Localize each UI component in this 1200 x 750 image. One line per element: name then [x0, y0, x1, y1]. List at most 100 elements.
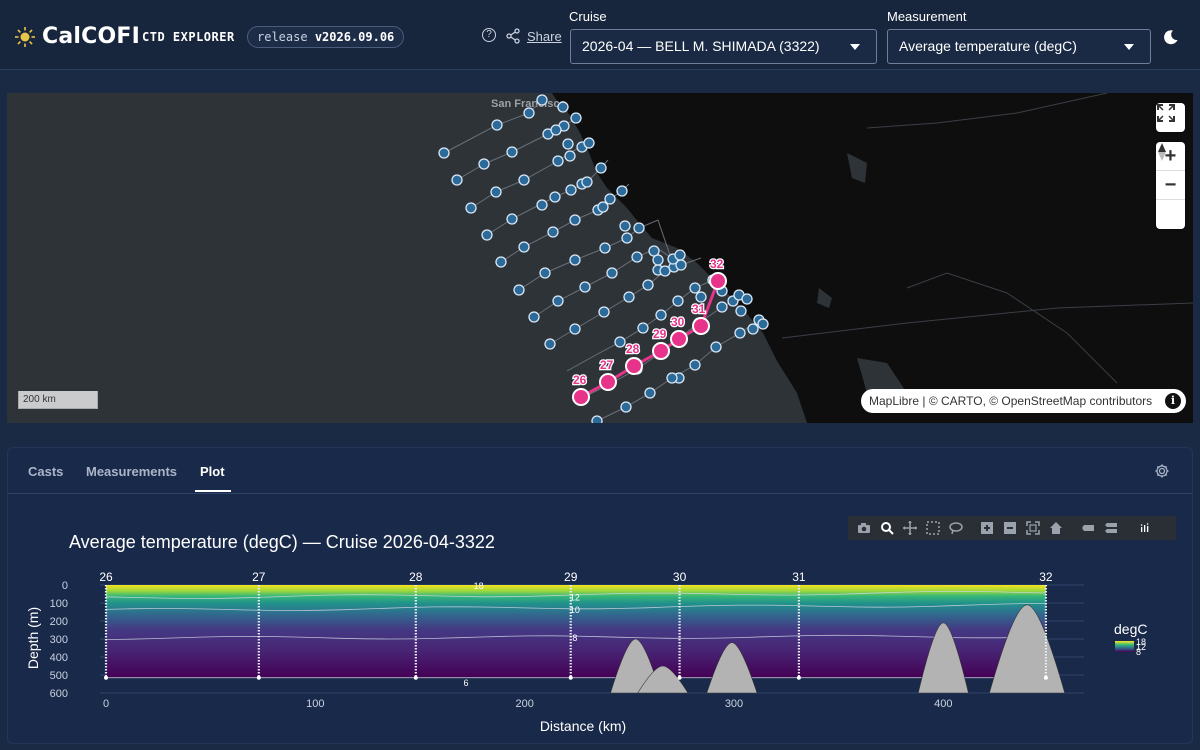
- cast-bottom-marker: [568, 675, 573, 680]
- tab-measurements[interactable]: Measurements: [86, 464, 178, 479]
- seafloor-peak: [637, 665, 689, 694]
- temperature-contours: [105, 590, 1046, 679]
- bathymetry: [610, 604, 1066, 694]
- cruise-label: Cruise: [569, 9, 607, 24]
- state-border: [781, 302, 1193, 339]
- release-badge: release v2026.09.06: [247, 26, 405, 48]
- station-label: 31: [692, 302, 706, 316]
- station-label: 29: [564, 570, 578, 584]
- map-attribution: MapLibre | © CARTO, © OpenStreetMap cont…: [861, 389, 1186, 413]
- gulf-shape: [847, 153, 867, 183]
- fullscreen-icon[interactable]: [1156, 103, 1185, 132]
- maplibre-link[interactable]: MapLibre: [869, 394, 920, 408]
- zoom-out-icon[interactable]: −: [1156, 171, 1185, 200]
- land-area: [552, 93, 1193, 423]
- seafloor-peak: [706, 642, 758, 694]
- section-plot[interactable]: 0 100 200 300 400 0 100 200 300 400 500 600 26 27 28…: [8, 558, 1192, 743]
- colorbar-ticks: 18 12 8: [1136, 637, 1146, 657]
- x-tick-label: 100: [306, 698, 324, 710]
- info-icon[interactable]: i: [1165, 393, 1181, 409]
- colorbar: [1115, 641, 1134, 652]
- osm-link[interactable]: OpenStreetMap: [1001, 394, 1087, 408]
- measurement-select-value: Average temperature (degC): [899, 38, 1077, 54]
- contour-line: [105, 603, 1046, 611]
- contour-labels: 6 8 10 12 18: [464, 581, 580, 688]
- lake-shape: [817, 288, 832, 308]
- plotly-logo-icon[interactable]: [1137, 520, 1153, 536]
- tab-casts[interactable]: Casts: [28, 464, 64, 479]
- zoom-out-plot-icon[interactable]: [1002, 520, 1018, 536]
- autoscale-icon[interactable]: [1025, 520, 1041, 536]
- active-tab-indicator: [195, 490, 231, 492]
- carto-link[interactable]: CARTO: [941, 394, 983, 408]
- temperature-field[interactable]: [106, 585, 1046, 678]
- home-icon[interactable]: [1048, 520, 1064, 536]
- station-label: 32: [710, 257, 724, 271]
- y-tick-label: 0: [62, 580, 68, 592]
- box-select-icon[interactable]: [925, 520, 941, 536]
- chevron-down-icon: [850, 44, 860, 50]
- contour-label: 8: [572, 633, 577, 643]
- attrib-contributors: contributors: [1086, 394, 1153, 408]
- hover-closest-icon[interactable]: [1081, 520, 1097, 536]
- dark-mode-moon-icon[interactable]: [1163, 29, 1179, 45]
- cruise-select[interactable]: 2026-04 — BELL M. SHIMADA (3322): [570, 29, 877, 64]
- track-station-labels: 26 27 28 29 30 31 32: [572, 256, 725, 389]
- station-label: 27: [600, 358, 614, 372]
- contour-line: [105, 590, 1046, 599]
- plot-modebar: [848, 516, 1176, 540]
- contour-label: 10: [570, 605, 580, 615]
- zoom-in-icon[interactable]: +: [1156, 142, 1185, 171]
- seafloor-peak: [988, 604, 1066, 694]
- state-border: [906, 272, 1118, 384]
- station-label: 27: [252, 570, 266, 584]
- measurement-select[interactable]: Average temperature (degC): [887, 29, 1151, 64]
- station-label: 28: [626, 342, 640, 356]
- tab-plot[interactable]: Plot: [200, 464, 225, 479]
- lasso-select-icon[interactable]: [948, 520, 964, 536]
- gear-icon[interactable]: [1154, 463, 1170, 479]
- x-tick-label: 200: [515, 698, 533, 710]
- station-label: 26: [573, 373, 587, 387]
- fullscreen-control[interactable]: [1156, 103, 1185, 132]
- map-canvas[interactable]: San Francisco: [7, 93, 1193, 423]
- x-axis-ticks: 0 100 200 300 400: [103, 698, 953, 710]
- y-axis-label: Depth (m): [25, 607, 41, 669]
- contour-label: 12: [570, 593, 580, 603]
- app-subtitle: CTD EXPLORER: [142, 30, 235, 44]
- cast-bottom-marker: [1043, 675, 1048, 680]
- city-label: San Francisco: [491, 98, 566, 110]
- y-tick-label: 100: [50, 598, 68, 610]
- station-label: 29: [653, 327, 667, 341]
- question-circle-icon[interactable]: ?: [482, 28, 496, 42]
- y-tick-label: 600: [50, 688, 68, 700]
- colorbar-title: degC: [1114, 621, 1147, 637]
- cast-bottom-marker: [413, 675, 418, 680]
- station-label: 28: [409, 570, 423, 584]
- x-tick-label: 400: [934, 698, 952, 710]
- share-icon[interactable]: [505, 28, 521, 44]
- zoom-icon[interactable]: [879, 520, 895, 536]
- contour-label: 6: [464, 678, 469, 688]
- compass-icon[interactable]: [1156, 143, 1185, 229]
- seafloor-peak: [917, 622, 969, 694]
- zoom-control[interactable]: + −: [1156, 142, 1185, 229]
- zoom-in-plot-icon[interactable]: [979, 520, 995, 536]
- map-scale-bar: 200 km: [18, 391, 98, 409]
- app-logo[interactable]: CalCOFI: [14, 24, 140, 49]
- y-tick-label: 200: [50, 616, 68, 628]
- plot-title: Average temperature (degC) — Cruise 2026…: [69, 532, 495, 552]
- hover-compare-icon[interactable]: [1104, 520, 1120, 536]
- share-link[interactable]: Share: [527, 29, 562, 44]
- station-map[interactable]: San Francisco: [7, 93, 1193, 423]
- station-label: 26: [99, 570, 113, 584]
- station-label: 30: [673, 570, 687, 584]
- station-label: 31: [792, 570, 806, 584]
- track-stations[interactable]: [572, 272, 727, 406]
- sun-logo-icon: [15, 26, 35, 47]
- pan-icon[interactable]: [902, 520, 918, 536]
- camera-icon[interactable]: [856, 520, 872, 536]
- contour-label: 18: [474, 581, 484, 591]
- release-version: v2026.09.06: [314, 30, 395, 44]
- cruise-select-value: 2026-04 — BELL M. SHIMADA (3322): [582, 38, 820, 54]
